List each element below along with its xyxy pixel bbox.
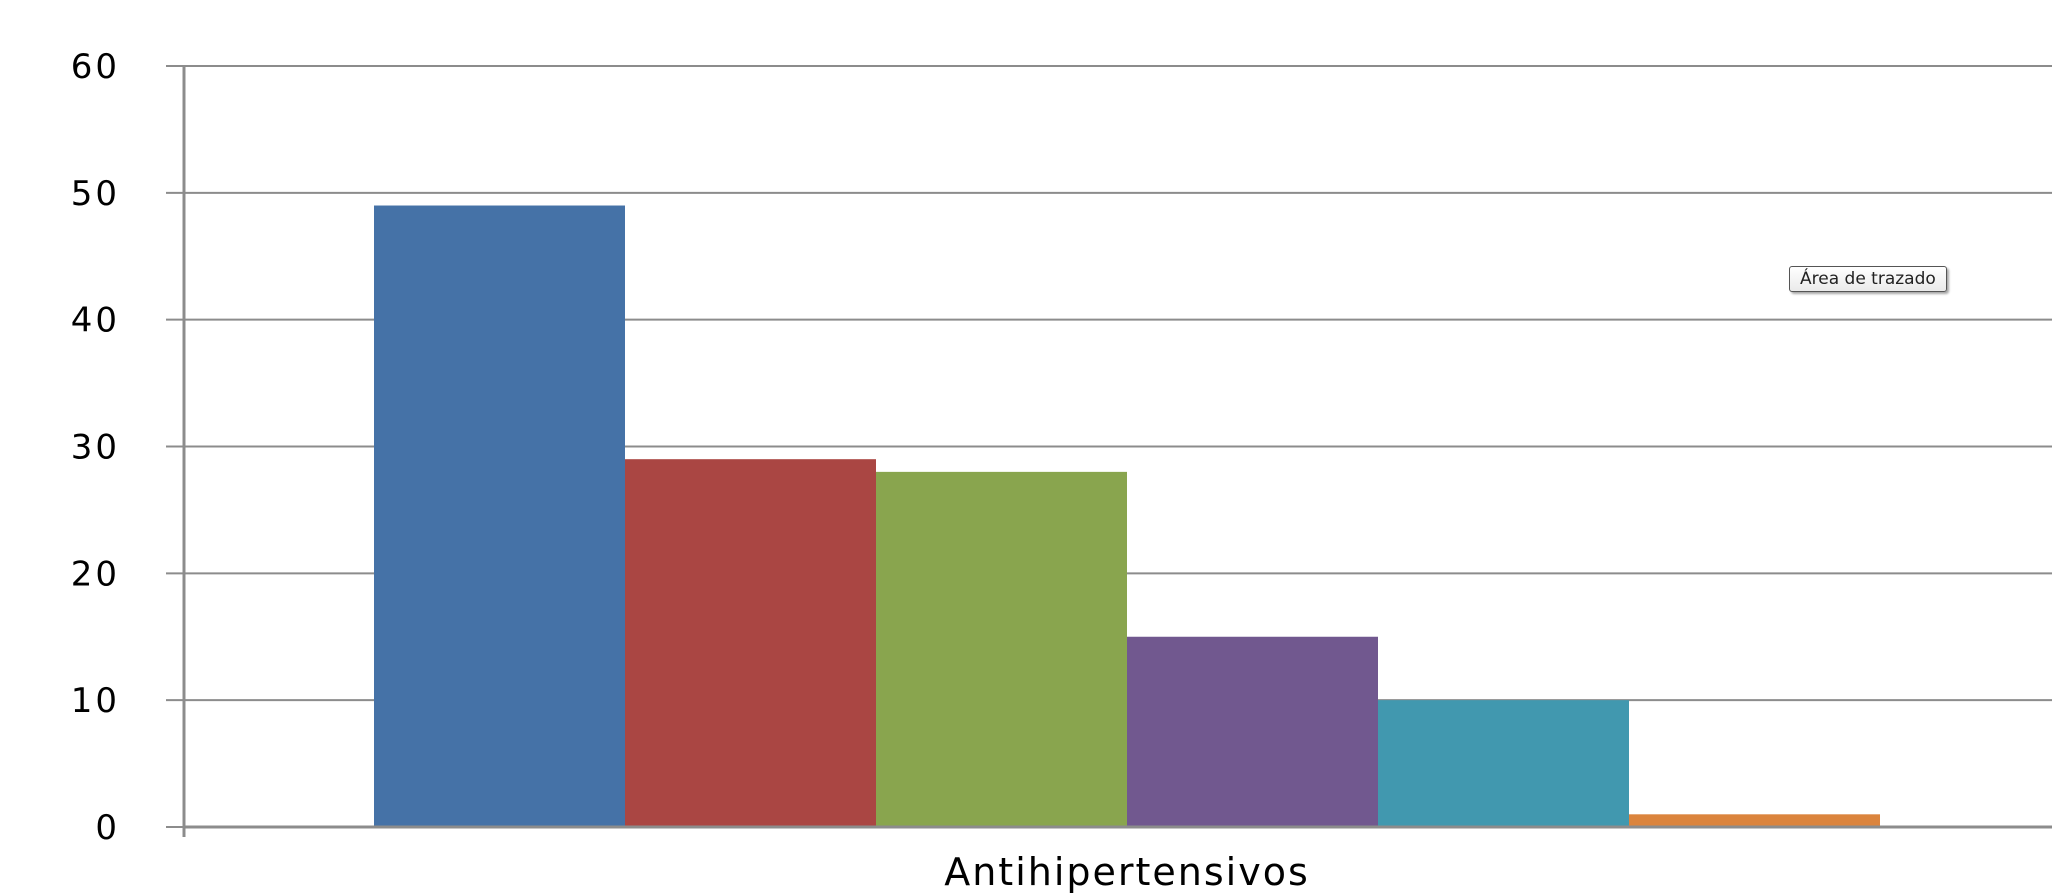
y-tick-label: 20 (71, 554, 120, 594)
bar-5[interactable] (1378, 700, 1629, 827)
plot-area-tooltip: Área de trazado (1789, 266, 1947, 292)
bar-4[interactable] (1127, 636, 1378, 827)
bar-6[interactable] (1629, 814, 1880, 827)
bar-1[interactable] (374, 205, 625, 827)
bar-2[interactable] (625, 459, 876, 827)
x-category-label: Antihipertensivos (944, 850, 1310, 894)
y-tick-label: 60 (71, 47, 120, 87)
bars (374, 205, 1880, 827)
y-tick-label: 30 (71, 428, 120, 468)
y-tick-label: 40 (71, 301, 120, 341)
y-tick-label: 0 (95, 808, 120, 848)
y-axis-ticks: 0 10 20 30 40 50 60 (71, 47, 184, 848)
x-axis-labels: Antihipertensivos (944, 850, 1310, 894)
bar-3[interactable] (876, 471, 1127, 827)
y-tick-label: 10 (71, 681, 120, 721)
y-tick-label: 50 (71, 174, 120, 214)
